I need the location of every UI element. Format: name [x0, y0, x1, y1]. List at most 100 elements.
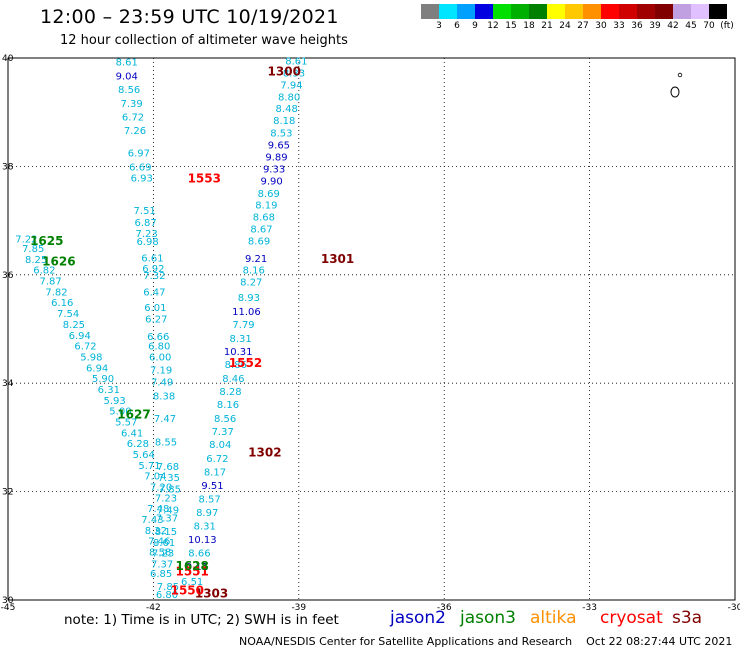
- island-shape: [670, 86, 680, 98]
- track-time-label: 1625: [30, 234, 63, 248]
- color-scale-label: 33: [613, 21, 625, 31]
- wave-height-point: 7.68: [157, 462, 179, 473]
- wave-height-point: 8.16: [243, 266, 265, 277]
- legend-cryosat: cryosat: [600, 608, 663, 628]
- color-scale-label: 12: [487, 21, 499, 31]
- lon-tick-label: -33: [582, 603, 597, 613]
- track-time-label: 1551: [175, 565, 208, 579]
- color-scale-label: 6: [454, 21, 460, 31]
- wave-height-point: 5.64: [133, 450, 155, 461]
- wave-height-point: 10.31: [224, 347, 253, 358]
- wave-height-point: 7.48: [147, 504, 169, 515]
- wave-height-point: 7.37: [156, 513, 178, 524]
- wave-height-point: 6.61: [141, 253, 163, 264]
- page-subtitle: 12 hour collection of altimeter wave hei…: [60, 33, 348, 48]
- color-swatch: [637, 4, 655, 19]
- track-time-label: 1628: [175, 559, 208, 573]
- page-title: 12:00 – 23:59 UTC 10/19/2021: [40, 6, 339, 28]
- wave-height-point: 7.32: [143, 271, 165, 282]
- wave-height-point: 8.80: [278, 92, 300, 103]
- legend-jason3: jason3: [460, 608, 516, 628]
- wave-height-point: 7.85: [22, 244, 44, 255]
- wave-height-point: 8.58: [149, 548, 171, 559]
- wave-height-point: 7.23: [152, 549, 174, 560]
- wave-height-point: 8.61: [153, 538, 175, 549]
- wave-height-point: 7.23: [155, 493, 177, 504]
- wave-height-point: 7.85: [157, 582, 179, 593]
- wave-height-point: 11.06: [232, 307, 261, 318]
- wave-height-point: 6.92: [142, 264, 164, 275]
- wave-height-point: 8.18: [273, 116, 295, 127]
- wave-height-point: 8.38: [153, 391, 175, 402]
- wave-height-point: 6.98: [136, 237, 158, 248]
- color-swatch: [691, 4, 709, 19]
- wave-height-point: 5.71: [138, 461, 160, 472]
- wave-height-point: 6.94: [86, 363, 108, 374]
- wave-height-point: 7.82: [45, 287, 67, 298]
- track-time-label: 1302: [248, 445, 281, 459]
- color-swatch: [583, 4, 601, 19]
- wave-height-point: 8.67: [250, 225, 272, 236]
- wave-height-point: 8.57: [198, 494, 220, 505]
- wave-height-point: 7.23: [135, 229, 157, 240]
- wave-height-point: 5.93: [103, 396, 125, 407]
- color-scale-label: 36: [631, 21, 643, 31]
- lat-tick-label: 32: [2, 488, 13, 498]
- wave-height-point: 8.31: [194, 522, 216, 533]
- wave-height-point: 7.35: [158, 473, 180, 484]
- wave-height-point: 6.16: [51, 298, 73, 309]
- legend-jason2: jason2: [390, 608, 446, 628]
- wave-height-point: 8.56: [118, 85, 140, 96]
- wave-height-point: 8.86: [225, 360, 247, 371]
- color-scale-label: 3: [436, 21, 442, 31]
- color-scale-label: 42: [667, 21, 679, 31]
- track-time-label: 1303: [195, 586, 228, 600]
- wave-height-point: 8.28: [219, 387, 241, 398]
- wave-height-point: 7.47: [154, 414, 176, 425]
- color-swatch: [601, 4, 619, 19]
- island-shape: [677, 72, 683, 78]
- wave-height-point: 5.57: [115, 417, 137, 428]
- color-scale-label: 45: [685, 21, 697, 31]
- color-scale-label: 39: [649, 21, 661, 31]
- wave-height-point: 6.80: [148, 342, 170, 353]
- wave-height-point: 8.31: [230, 334, 252, 345]
- wave-height-point: 6.28: [127, 439, 149, 450]
- color-scale-label: 70: [703, 21, 715, 31]
- wave-height-point: 7.51: [134, 206, 156, 217]
- wave-height-point: 8.19: [255, 201, 277, 212]
- wave-height-point: 5.00: [109, 407, 131, 418]
- wave-height-point: 7.94: [280, 80, 302, 91]
- wave-height-point: 8.27: [240, 278, 262, 289]
- wave-height-point: 6.72: [206, 454, 228, 465]
- color-scale-label: 21: [541, 21, 553, 31]
- wave-height-point: 10.13: [188, 535, 217, 546]
- wave-height-point: 9.11: [186, 562, 208, 573]
- legend-altika: altika: [530, 608, 577, 628]
- wave-height-point: 7.04: [144, 472, 166, 483]
- wave-height-point: 5.98: [80, 352, 102, 363]
- wave-height-point: 8.32: [145, 526, 167, 537]
- wave-height-point: 7.87: [40, 277, 62, 288]
- wave-height-point: 7.43: [141, 515, 163, 526]
- track-time-label: 1301: [321, 252, 354, 266]
- wave-height-point: 7.54: [57, 309, 79, 320]
- wave-height-point: 6.47: [143, 287, 165, 298]
- wave-height-point: 8.68: [253, 213, 275, 224]
- lat-tick-label: 38: [2, 162, 14, 172]
- color-swatch: [529, 4, 547, 19]
- color-swatch: [565, 4, 583, 19]
- wave-height-point: 8.25: [25, 255, 47, 266]
- wave-height-point: 6.00: [149, 352, 171, 363]
- color-swatch: [619, 4, 637, 19]
- color-swatch: [547, 4, 565, 19]
- footer-note: note: 1) Time is in UTC; 2) SWH is in fe…: [64, 612, 339, 628]
- wave-height-point: 5.90: [92, 374, 114, 385]
- wave-height-point: 6.31: [98, 385, 120, 396]
- wave-height-point: 8.69: [258, 189, 280, 200]
- wave-height-point: 6.27: [145, 314, 167, 325]
- color-scale-label: 24: [559, 21, 571, 31]
- wave-height-point: 8.53: [270, 129, 292, 140]
- wave-height-point: 7.26: [124, 126, 146, 137]
